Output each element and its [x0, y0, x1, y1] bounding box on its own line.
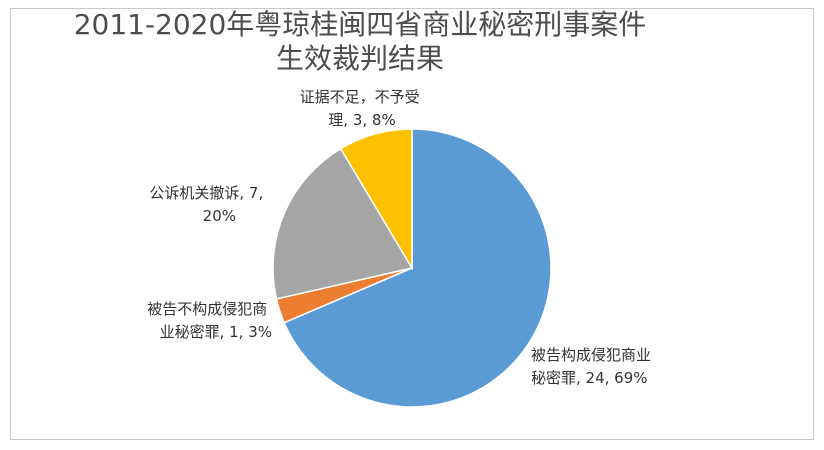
slice-label-convicted: 被告构成侵犯商业 秘密罪, 24, 69% — [531, 346, 656, 387]
chart-title-line-2: 生效裁判结果 — [275, 42, 444, 75]
pie-slices — [272, 128, 552, 408]
slice-convicted — [283, 128, 552, 408]
slice-withdrawn — [272, 147, 414, 300]
chart-title: 2011-2020年粤琼桂闽四省商业秘密刑事案件 生效裁判结果 — [60, 8, 660, 76]
slice-insufficient-evidence — [339, 128, 413, 271]
slice-label-insufficient-evidence: 证据不足，不予受 理, 3, 8% — [300, 88, 425, 129]
chart-title-line-1: 2011-2020年粤琼桂闽四省商业秘密刑事案件 — [73, 8, 647, 41]
slice-label-withdrawn: 公诉机关撤诉, 7, 20% — [149, 184, 268, 225]
slice-label-not-convicted: 被告不构成侵犯商 业秘密罪, 1, 3% — [147, 300, 272, 341]
